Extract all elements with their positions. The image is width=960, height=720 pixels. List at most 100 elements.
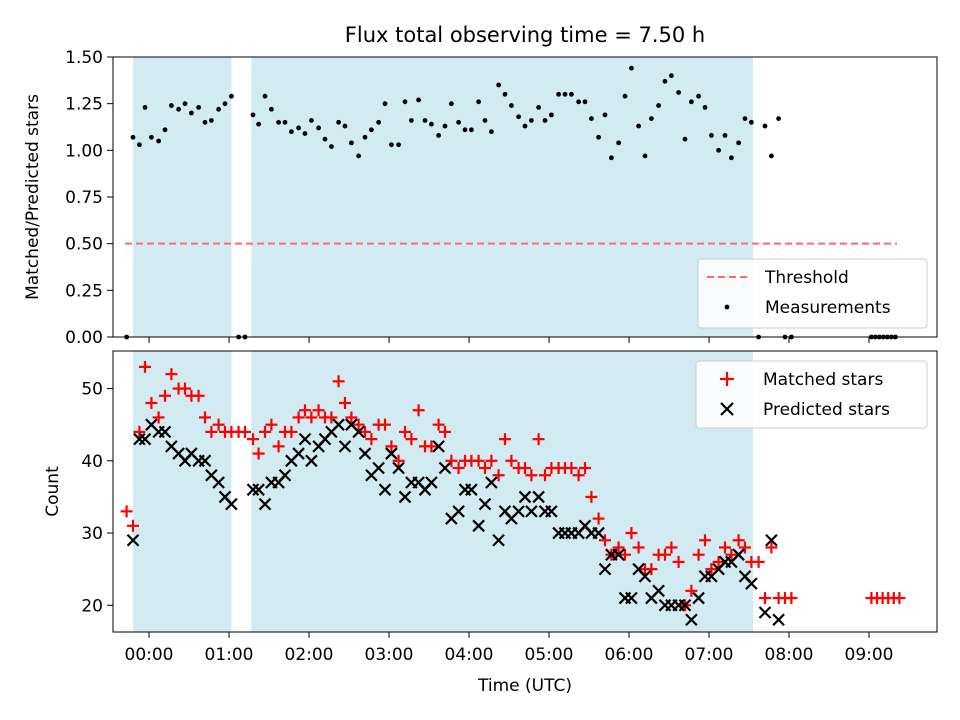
measurement-point xyxy=(676,90,681,95)
matched-star-point xyxy=(645,563,658,576)
measurement-point xyxy=(229,93,234,99)
measurement-point xyxy=(649,116,654,121)
predicted-star-point xyxy=(133,432,146,446)
x-tick-label: 08:00 xyxy=(765,645,814,665)
matched-star-point xyxy=(592,512,605,525)
y-tick-label: 1.50 xyxy=(65,48,103,68)
predicted-star-point xyxy=(772,613,785,626)
measurement-point xyxy=(289,129,294,135)
matched-star-point xyxy=(212,418,225,431)
predicted-star-point xyxy=(472,519,485,533)
matched-star-point xyxy=(379,418,391,431)
matched-star-point xyxy=(739,541,751,554)
matched-star-point xyxy=(539,469,551,482)
matched-star-points xyxy=(120,360,906,612)
x-tick-label: 07:00 xyxy=(685,645,734,665)
measurement-point xyxy=(582,99,588,105)
measurement-point xyxy=(442,123,448,129)
measurement-point xyxy=(396,142,401,148)
measurement-point xyxy=(682,136,688,142)
measurement-point xyxy=(622,93,628,99)
measurement-point xyxy=(562,91,568,97)
predicted-star-point xyxy=(518,490,532,504)
measurement-point xyxy=(496,82,501,88)
matched-star-point xyxy=(719,541,731,554)
matched-star-point xyxy=(439,425,451,438)
y-tick-label: 0.25 xyxy=(65,281,103,301)
measurement-point xyxy=(769,153,774,159)
measurement-point xyxy=(142,105,148,110)
matched-star-point xyxy=(499,433,511,446)
matched-star-point xyxy=(732,534,745,547)
matched-star-point xyxy=(120,505,133,518)
matched-star-point xyxy=(893,592,906,605)
measurement-point xyxy=(169,103,174,108)
legend-threshold-label: Threshold xyxy=(764,268,849,288)
measurement-points xyxy=(124,65,898,340)
x-tick-label: 09:00 xyxy=(845,645,894,665)
measurement-point xyxy=(509,103,514,108)
measurement-point xyxy=(402,99,408,105)
y-tick-label: 0.75 xyxy=(65,188,103,208)
measurement-point xyxy=(776,116,781,121)
measurement-point xyxy=(222,101,228,107)
x-tick-label: 03:00 xyxy=(365,645,414,665)
predicted-star-point xyxy=(278,468,292,482)
predicted-star-point xyxy=(532,490,545,504)
predicted-star-point xyxy=(485,476,498,489)
predicted-star-point xyxy=(398,490,412,504)
measurement-point xyxy=(762,123,768,129)
matched-star-point xyxy=(345,411,358,424)
matched-star-point xyxy=(472,454,485,467)
legend-measurements-swatch xyxy=(724,304,730,310)
predicted-star-point xyxy=(292,447,305,460)
matched-star-point xyxy=(127,519,139,532)
predicted-star-point xyxy=(758,606,772,619)
predicted-star-point xyxy=(252,483,265,496)
measurement-point xyxy=(262,93,268,99)
predicted-star-point xyxy=(225,497,238,511)
matched-star-point xyxy=(332,375,345,388)
measurement-point xyxy=(702,105,708,110)
measurement-point xyxy=(549,112,554,118)
matched-star-point xyxy=(625,527,638,540)
measurement-point xyxy=(609,155,614,161)
predicted-star-point xyxy=(385,447,398,460)
measurement-point xyxy=(309,118,314,123)
x-tick-label: 01:00 xyxy=(205,645,254,665)
x-tick-label: 06:00 xyxy=(605,645,654,665)
y-tick-label: 1.00 xyxy=(65,141,103,161)
legend-measurements-label: Measurements xyxy=(765,298,891,318)
ratio-panel: 0.00 0.25 0.50 0.75 1.00 1.25 1.50 Matched/Pre… xyxy=(23,48,938,348)
measurement-point xyxy=(256,121,261,127)
measurement-point xyxy=(716,147,721,153)
measurement-point xyxy=(382,101,388,107)
matched-star-point xyxy=(705,563,718,576)
predicted-star-point xyxy=(126,533,140,547)
measurement-point xyxy=(542,118,548,123)
predicted-star-point xyxy=(465,483,478,496)
matched-star-point xyxy=(159,389,171,402)
measurement-point xyxy=(322,136,328,142)
measurement-point xyxy=(456,119,461,125)
y-tick-label: 30 xyxy=(81,524,103,544)
matched-star-point xyxy=(425,440,438,453)
measurement-point xyxy=(516,114,521,120)
predicted-star-point xyxy=(685,613,698,626)
observing-band-1 xyxy=(251,57,753,337)
measurement-point xyxy=(529,118,534,123)
measurement-point xyxy=(722,133,728,138)
ratio-y-label: Matched/Predicted stars xyxy=(23,94,43,300)
count-x-ticks: 00:00 01:00 02:00 03:00 04:00 05:00 06:00 07:00… xyxy=(125,632,894,665)
y-tick-label: 50 xyxy=(81,380,103,400)
count-y-label: Count xyxy=(43,466,63,517)
measurement-point xyxy=(669,73,674,79)
matched-star-point xyxy=(632,541,645,554)
matched-star-point xyxy=(585,490,598,503)
x-tick-label: 05:00 xyxy=(525,645,574,665)
measurement-point xyxy=(202,119,208,125)
predicted-star-point xyxy=(358,447,372,460)
predicted-star-points xyxy=(126,418,785,626)
measurement-point xyxy=(642,153,648,159)
matched-star-point xyxy=(485,454,498,467)
